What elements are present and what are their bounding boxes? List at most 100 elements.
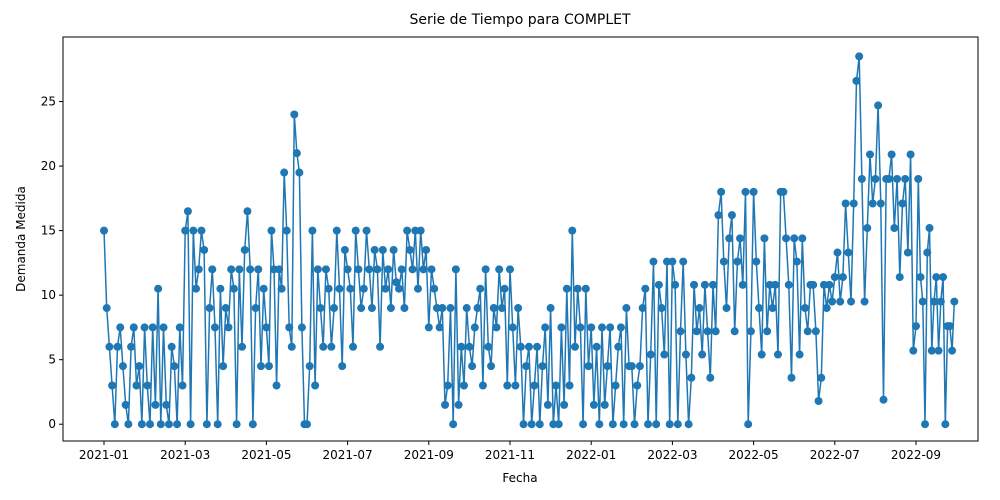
data-point — [945, 322, 954, 331]
data-point — [543, 400, 552, 409]
data-point — [395, 284, 404, 293]
data-point — [378, 245, 387, 254]
data-point — [105, 342, 114, 351]
data-point — [860, 297, 869, 306]
data-point — [462, 304, 471, 313]
data-point — [313, 265, 322, 274]
data-point — [146, 420, 155, 429]
data-point — [722, 304, 731, 313]
data-point — [287, 342, 296, 351]
data-point — [297, 323, 306, 332]
data-point — [557, 323, 566, 332]
data-point — [497, 304, 506, 313]
data-point — [457, 342, 466, 351]
data-point — [311, 381, 320, 390]
data-point — [175, 323, 184, 332]
data-point — [671, 280, 680, 289]
data-point — [638, 304, 647, 313]
x-tick-label: 2021-07 — [323, 448, 373, 462]
data-point — [285, 323, 294, 332]
data-point — [918, 297, 927, 306]
data-point — [773, 350, 782, 359]
data-point — [719, 257, 728, 266]
data-point — [779, 187, 788, 196]
data-point — [330, 304, 339, 313]
data-point — [295, 168, 304, 177]
data-point — [441, 400, 450, 409]
data-point — [264, 362, 273, 371]
data-point — [508, 323, 517, 332]
data-point — [803, 327, 812, 336]
data-point — [376, 342, 385, 351]
data-point — [901, 174, 910, 183]
data-point — [468, 362, 477, 371]
data-point — [492, 323, 501, 332]
data-point — [124, 420, 133, 429]
data-point — [903, 248, 912, 257]
data-point — [684, 420, 693, 429]
data-point — [948, 346, 957, 355]
data-point — [148, 323, 157, 332]
data-point — [489, 304, 498, 313]
data-point — [530, 381, 539, 390]
data-point — [202, 420, 211, 429]
data-point — [598, 323, 607, 332]
data-point — [430, 284, 439, 293]
x-tick-label: 2022-07 — [810, 448, 860, 462]
data-point — [305, 362, 314, 371]
data-point — [801, 304, 810, 313]
data-point — [589, 400, 598, 409]
data-point — [514, 304, 523, 313]
chart-title: Serie de Tiempo para COMPLET — [409, 12, 631, 28]
data-point — [511, 381, 520, 390]
data-point — [749, 187, 758, 196]
data-point — [646, 350, 655, 359]
data-point — [576, 323, 585, 332]
data-point — [132, 381, 141, 390]
data-point — [427, 265, 436, 274]
data-point — [879, 395, 888, 404]
data-point — [381, 284, 390, 293]
data-point — [652, 420, 661, 429]
data-point — [522, 362, 531, 371]
data-point — [484, 342, 493, 351]
y-tick-label: 20 — [41, 159, 56, 173]
data-point — [303, 420, 311, 429]
data-point — [419, 265, 428, 274]
data-point — [809, 280, 818, 289]
data-point — [906, 150, 915, 159]
data-point — [934, 346, 943, 355]
data-point — [668, 257, 677, 266]
data-point — [921, 420, 930, 429]
data-point — [481, 265, 490, 274]
data-point — [181, 226, 190, 235]
data-point — [118, 362, 127, 371]
data-point — [290, 110, 299, 119]
x-tick-label: 2022-05 — [729, 448, 779, 462]
data-point — [741, 187, 750, 196]
data-point — [760, 234, 769, 243]
data-point — [403, 226, 412, 235]
data-point — [893, 174, 902, 183]
data-point — [465, 342, 474, 351]
data-point — [533, 342, 542, 351]
data-point — [709, 280, 717, 289]
data-point — [811, 327, 820, 336]
data-point — [470, 323, 479, 332]
data-point — [606, 323, 615, 332]
data-point — [863, 224, 872, 233]
y-tick-label: 15 — [41, 224, 56, 238]
data-point — [939, 273, 948, 282]
data-point — [592, 342, 601, 351]
data-point — [849, 199, 858, 208]
data-point — [895, 273, 904, 282]
data-point — [164, 420, 173, 429]
data-point — [137, 420, 146, 429]
data-point — [930, 297, 939, 306]
data-point — [562, 284, 571, 293]
data-point — [730, 327, 739, 336]
data-point — [932, 273, 941, 282]
data-point — [573, 284, 582, 293]
data-point — [389, 245, 398, 254]
data-point — [927, 346, 936, 355]
